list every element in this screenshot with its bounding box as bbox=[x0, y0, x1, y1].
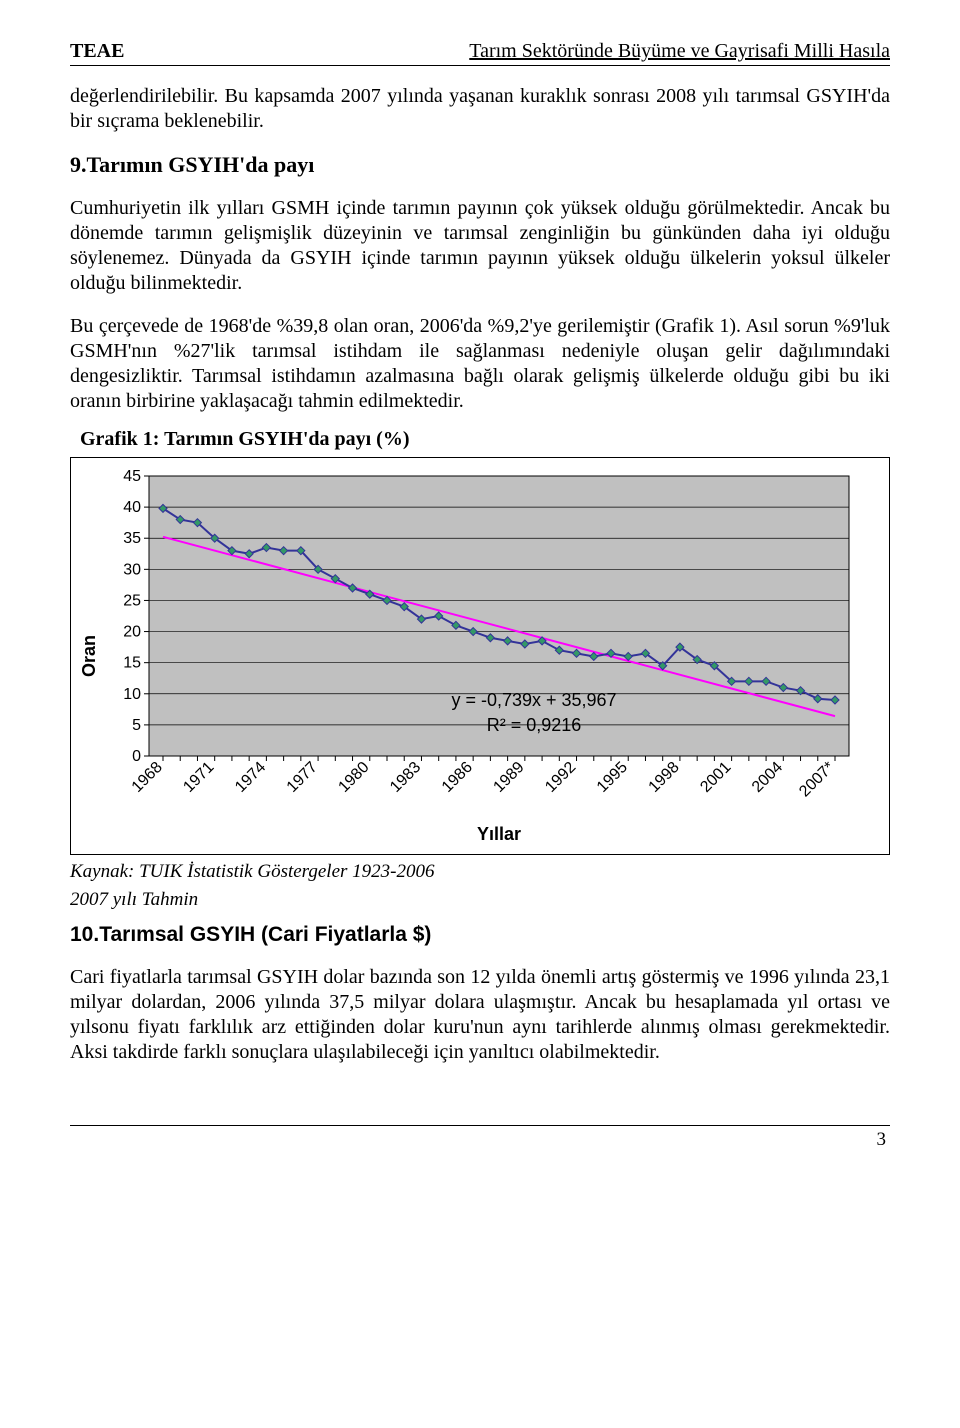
svg-text:1992: 1992 bbox=[542, 759, 579, 796]
paragraph-2: Cumhuriyetin ilk yılları GSMH içinde tar… bbox=[70, 196, 890, 296]
chart-source: Kaynak: TUIK İstatistik Göstergeler 1923… bbox=[70, 861, 890, 883]
chart-ylabel: Oran bbox=[79, 635, 100, 677]
page-number: 3 bbox=[70, 1129, 890, 1151]
svg-text:1971: 1971 bbox=[180, 759, 217, 796]
svg-text:1983: 1983 bbox=[387, 759, 424, 796]
paragraph-1: değerlendirilebilir. Bu kapsamda 2007 yı… bbox=[70, 84, 890, 134]
svg-text:1974: 1974 bbox=[232, 759, 269, 796]
svg-text:2007*: 2007* bbox=[796, 759, 838, 801]
svg-text:1980: 1980 bbox=[335, 759, 372, 796]
svg-text:1986: 1986 bbox=[439, 759, 476, 796]
section-9-title: 9.Tarımın GSYIH'da payı bbox=[70, 152, 890, 178]
chart-title: Grafik 1: Tarımın GSYIH'da payı (%) bbox=[80, 428, 890, 451]
svg-text:15: 15 bbox=[123, 655, 141, 672]
svg-text:Yıllar: Yıllar bbox=[477, 824, 521, 844]
chart-svg: 0510152025303540451968197119741977198019… bbox=[104, 466, 864, 846]
svg-text:1998: 1998 bbox=[646, 759, 683, 796]
svg-text:5: 5 bbox=[132, 717, 141, 734]
paragraph-4: Cari fiyatlarla tarımsal GSYIH dolar baz… bbox=[70, 965, 890, 1065]
svg-text:1995: 1995 bbox=[594, 759, 631, 796]
chart-note: 2007 yılı Tahmin bbox=[70, 889, 890, 911]
svg-text:25: 25 bbox=[123, 592, 141, 609]
svg-text:45: 45 bbox=[123, 468, 141, 485]
svg-text:R² = 0,9216: R² = 0,9216 bbox=[487, 715, 582, 735]
svg-text:2001: 2001 bbox=[697, 759, 734, 796]
svg-text:1977: 1977 bbox=[284, 759, 321, 796]
svg-text:1989: 1989 bbox=[490, 759, 527, 796]
svg-text:0: 0 bbox=[132, 748, 141, 765]
svg-text:30: 30 bbox=[123, 561, 141, 578]
svg-text:40: 40 bbox=[123, 499, 141, 516]
page-header: TEAE Tarım Sektöründe Büyüme ve Gayrisaf… bbox=[70, 40, 890, 66]
svg-text:2004: 2004 bbox=[749, 759, 786, 796]
footer-rule bbox=[70, 1125, 890, 1127]
paragraph-3: Bu çerçevede de 1968'de %39,8 olan oran,… bbox=[70, 314, 890, 414]
header-left: TEAE bbox=[70, 40, 124, 63]
svg-text:35: 35 bbox=[123, 530, 141, 547]
chart-frame: Oran 05101520253035404519681971197419771… bbox=[70, 457, 890, 855]
svg-text:20: 20 bbox=[123, 624, 141, 641]
section-10-title: 10.Tarımsal GSYIH (Cari Fiyatlarla $) bbox=[70, 923, 890, 947]
svg-text:10: 10 bbox=[123, 686, 141, 703]
header-right: Tarım Sektöründe Büyüme ve Gayrisafi Mil… bbox=[469, 40, 890, 63]
svg-text:y = -0,739x + 35,967: y = -0,739x + 35,967 bbox=[451, 690, 616, 710]
